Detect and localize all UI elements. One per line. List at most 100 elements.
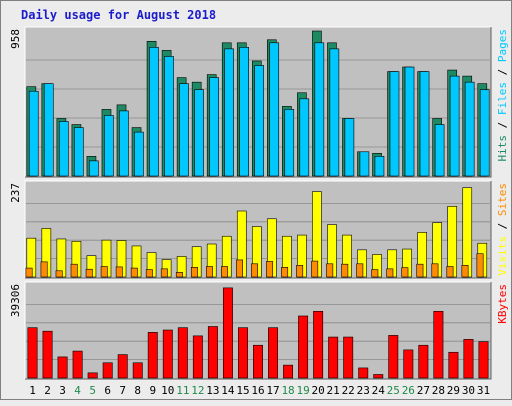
- day-label: 15: [236, 384, 249, 397]
- bar-files: [269, 42, 280, 177]
- bar-sites: [160, 268, 168, 278]
- day-label: 20: [312, 384, 325, 397]
- day-label: 16: [251, 384, 264, 397]
- y-max-label-visits_sites: 237: [9, 183, 22, 203]
- bar-kbytes: [132, 362, 143, 379]
- bar-sites: [70, 263, 78, 278]
- bar-sites: [40, 261, 48, 278]
- bar-files: [314, 42, 325, 177]
- bar-visits: [462, 187, 473, 278]
- day-label: 10: [161, 384, 174, 397]
- bar-sites: [130, 267, 138, 278]
- day-label: 13: [206, 384, 219, 397]
- bar-files: [419, 71, 430, 177]
- bar-sites: [266, 261, 274, 278]
- day-label: 19: [296, 384, 309, 397]
- day-label: 30: [462, 384, 475, 397]
- bar-files: [104, 115, 114, 177]
- legend-visits_sites: Visits / Sites: [496, 183, 509, 276]
- bar-kbytes: [42, 330, 53, 379]
- legend-separator: /: [496, 216, 509, 236]
- day-label: 24: [372, 384, 386, 397]
- bar-sites: [431, 263, 439, 278]
- bar-kbytes: [433, 310, 444, 379]
- day-label: 18: [281, 384, 294, 397]
- bar-kbytes: [463, 339, 474, 379]
- bar-sites: [326, 263, 334, 278]
- bar-kbytes: [192, 335, 203, 379]
- day-label: 31: [477, 384, 490, 397]
- bar-files: [374, 156, 385, 177]
- bar-kbytes: [298, 315, 309, 379]
- bar-kbytes: [373, 374, 384, 379]
- day-label: 3: [59, 384, 66, 397]
- bar-kbytes: [222, 287, 233, 379]
- bar-kbytes: [283, 364, 294, 379]
- day-label: 23: [357, 384, 370, 397]
- bars-visits_sites: [25, 187, 488, 278]
- bar-kbytes: [253, 344, 263, 379]
- bar-files: [389, 71, 400, 177]
- bar-sites: [221, 266, 228, 278]
- bar-sites: [55, 270, 63, 278]
- bar-sites: [100, 266, 108, 278]
- bar-files: [359, 151, 370, 177]
- bar-kbytes: [358, 367, 369, 379]
- bar-kbytes: [238, 327, 248, 379]
- legend-files: Files: [496, 82, 509, 115]
- plot-area-kbytes-highlight: [24, 281, 491, 379]
- bar-files: [43, 83, 54, 177]
- bar-kbytes: [403, 349, 414, 379]
- legend-pages: Pages: [496, 29, 509, 62]
- legend-hits: Hits: [496, 135, 509, 162]
- bar-sites: [446, 266, 454, 278]
- bar-sites: [251, 263, 258, 278]
- bar-files: [179, 83, 189, 177]
- bar-files: [404, 66, 415, 177]
- bar-kbytes: [478, 341, 489, 379]
- bar-files: [329, 48, 340, 177]
- plot-area-visits_sites-highlight: [24, 180, 491, 278]
- day-label: 25: [387, 384, 400, 397]
- day-label: 2: [44, 384, 51, 397]
- day-label: 1: [29, 384, 36, 397]
- plot-area-hits_files-highlight: [24, 26, 491, 177]
- bar-kbytes: [328, 336, 339, 379]
- bar-files: [464, 81, 475, 177]
- bar-sites: [205, 266, 213, 278]
- bar-sites: [356, 263, 364, 278]
- bar-sites: [190, 266, 198, 278]
- bar-kbytes: [72, 350, 83, 379]
- panel-kbytes: 39306 KBytes: [9, 281, 509, 380]
- bar-sites: [476, 253, 484, 278]
- legend-kbytes: KBytes: [496, 284, 509, 324]
- y-max-label-kbytes: 39306: [9, 284, 22, 317]
- day-label: 6: [104, 384, 111, 397]
- bar-files: [434, 124, 445, 177]
- bar-files: [209, 77, 219, 177]
- day-label: 11: [176, 384, 189, 397]
- bar-files: [194, 89, 204, 177]
- bar-files: [119, 110, 129, 177]
- bar-files: [299, 98, 310, 177]
- bar-sites: [281, 266, 289, 278]
- day-label: 9: [149, 384, 156, 397]
- bar-kbytes: [102, 362, 113, 379]
- bar-sites: [311, 260, 319, 278]
- day-label: 12: [191, 384, 204, 397]
- y-max-label-hits_files: 958: [9, 29, 22, 49]
- bar-files: [164, 56, 174, 177]
- bar-files: [74, 127, 84, 177]
- bar-files: [149, 47, 159, 177]
- legend-visits: Visits: [496, 236, 509, 276]
- legend-separator: /: [496, 62, 509, 82]
- bar-sites: [386, 268, 394, 278]
- bar-files: [284, 109, 295, 177]
- plot-area-visits_sites-shadow: [25, 181, 492, 279]
- legend-sites: Sites: [496, 183, 509, 216]
- bar-files: [449, 75, 460, 177]
- bar-sites: [461, 265, 469, 278]
- day-label: 8: [134, 384, 141, 397]
- bar-kbytes: [207, 326, 218, 379]
